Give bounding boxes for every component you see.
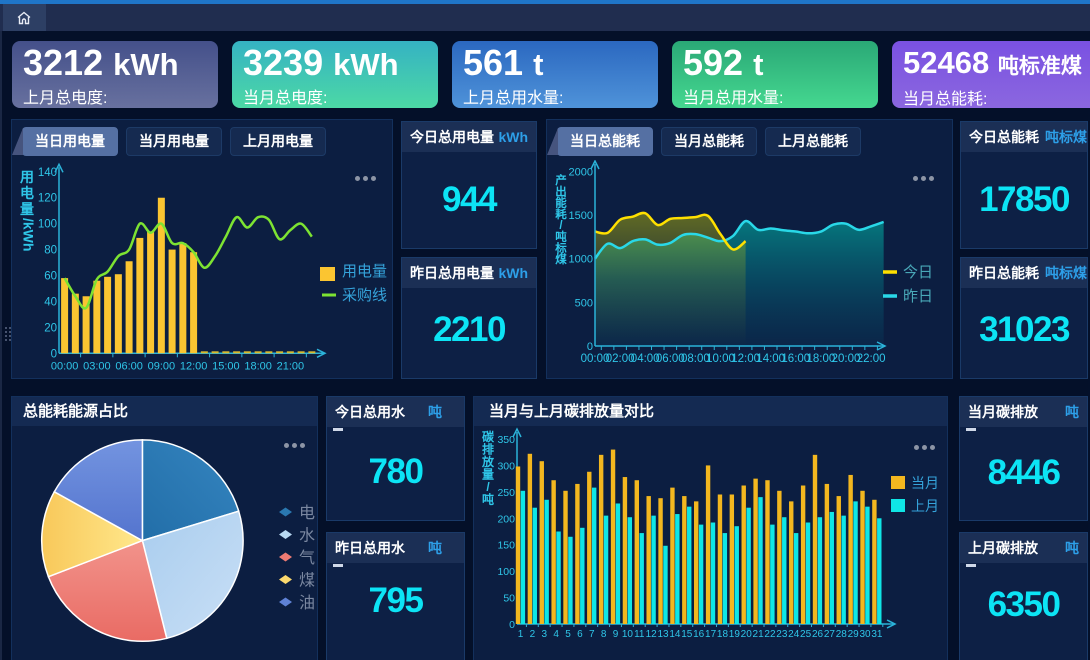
svg-text:电: 电 <box>299 504 315 522</box>
svg-text:22:00: 22:00 <box>857 353 886 365</box>
svg-text:13: 13 <box>657 629 669 640</box>
svg-text:150: 150 <box>497 540 515 552</box>
svg-text:2: 2 <box>530 629 536 640</box>
svg-text:00:00: 00:00 <box>51 360 79 372</box>
svg-text:06:00: 06:00 <box>115 360 143 372</box>
svg-text:350: 350 <box>497 434 515 446</box>
svg-text:12:00: 12:00 <box>731 353 760 365</box>
svg-text:250: 250 <box>497 487 515 499</box>
svg-text:120: 120 <box>38 193 57 205</box>
svg-text:4: 4 <box>553 629 559 640</box>
svg-text:25: 25 <box>800 629 812 640</box>
svg-text:100: 100 <box>497 566 515 578</box>
svg-text:30: 30 <box>859 629 871 640</box>
svg-text:16:00: 16:00 <box>781 353 810 365</box>
svg-text:7: 7 <box>589 629 595 640</box>
svg-text:15:00: 15:00 <box>212 360 240 372</box>
svg-text:29: 29 <box>848 629 860 640</box>
svg-text:5: 5 <box>565 629 571 640</box>
svg-text:23: 23 <box>776 629 788 640</box>
svg-text:12:00: 12:00 <box>180 360 208 372</box>
svg-text:2000: 2000 <box>569 166 593 178</box>
svg-text:6: 6 <box>577 629 583 640</box>
svg-text:煤: 煤 <box>299 572 315 590</box>
svg-text:26: 26 <box>812 629 824 640</box>
svg-text:02:00: 02:00 <box>606 353 635 365</box>
svg-text:08:00: 08:00 <box>681 353 710 365</box>
svg-text:气: 气 <box>299 549 315 567</box>
svg-text:1000: 1000 <box>569 254 593 266</box>
svg-text:20:00: 20:00 <box>832 353 861 365</box>
svg-text:28: 28 <box>836 629 848 640</box>
svg-text:18: 18 <box>717 629 729 640</box>
svg-text:12: 12 <box>646 629 658 640</box>
svg-text:31: 31 <box>871 629 883 640</box>
svg-text:产出能耗/吨标煤: 产出能耗/吨标煤 <box>554 173 567 266</box>
svg-text:19: 19 <box>729 629 741 640</box>
svg-text:60: 60 <box>44 271 57 283</box>
svg-text:用电量: 用电量 <box>20 169 34 217</box>
svg-text:09:00: 09:00 <box>148 360 176 372</box>
svg-text:100: 100 <box>38 219 57 231</box>
svg-text:80: 80 <box>44 245 57 257</box>
svg-text:0: 0 <box>587 341 593 353</box>
svg-text:06:00: 06:00 <box>656 353 685 365</box>
svg-text:14: 14 <box>669 629 681 640</box>
svg-text:水: 水 <box>299 527 315 545</box>
svg-text:17: 17 <box>705 629 717 640</box>
svg-text:0: 0 <box>509 619 515 631</box>
svg-text:15: 15 <box>681 629 693 640</box>
svg-text:20: 20 <box>44 322 57 334</box>
svg-text:10: 10 <box>622 629 634 640</box>
svg-text:22: 22 <box>764 629 776 640</box>
svg-text:碳排放量/吨: 碳排放量/吨 <box>481 429 495 507</box>
svg-text:03:00: 03:00 <box>83 360 111 372</box>
svg-text:200: 200 <box>497 513 515 525</box>
svg-text:8: 8 <box>601 629 607 640</box>
svg-text:上月: 上月 <box>911 498 939 514</box>
svg-text:20: 20 <box>741 629 753 640</box>
svg-text:21: 21 <box>753 629 765 640</box>
svg-text:11: 11 <box>634 629 645 640</box>
svg-text:00:00: 00:00 <box>581 353 610 365</box>
svg-text:用电量: 用电量 <box>342 263 387 280</box>
svg-text:500: 500 <box>575 297 593 309</box>
svg-text:1: 1 <box>518 629 524 640</box>
svg-text:04:00: 04:00 <box>631 353 660 365</box>
svg-text:16: 16 <box>693 629 705 640</box>
svg-text:18:00: 18:00 <box>244 360 272 372</box>
svg-text:50: 50 <box>503 593 515 605</box>
svg-text:采购线: 采购线 <box>342 287 387 304</box>
svg-text:24: 24 <box>788 629 800 640</box>
svg-text:140: 140 <box>38 167 57 179</box>
svg-text:18:00: 18:00 <box>807 353 836 365</box>
svg-text:1500: 1500 <box>569 210 593 222</box>
svg-text:27: 27 <box>824 629 836 640</box>
svg-text:当月: 当月 <box>911 475 939 491</box>
svg-text:14:00: 14:00 <box>756 353 785 365</box>
svg-text:300: 300 <box>497 460 515 472</box>
svg-text:0: 0 <box>51 348 57 360</box>
svg-text:21:00: 21:00 <box>277 360 305 372</box>
svg-text:今日: 今日 <box>903 264 933 281</box>
svg-text:9: 9 <box>613 629 619 640</box>
svg-text:10:00: 10:00 <box>706 353 735 365</box>
svg-text:/kWh: /kWh <box>21 218 37 251</box>
svg-text:40: 40 <box>44 296 57 308</box>
svg-text:3: 3 <box>541 629 547 640</box>
svg-text:油: 油 <box>299 594 315 612</box>
svg-text:昨日: 昨日 <box>903 288 933 305</box>
